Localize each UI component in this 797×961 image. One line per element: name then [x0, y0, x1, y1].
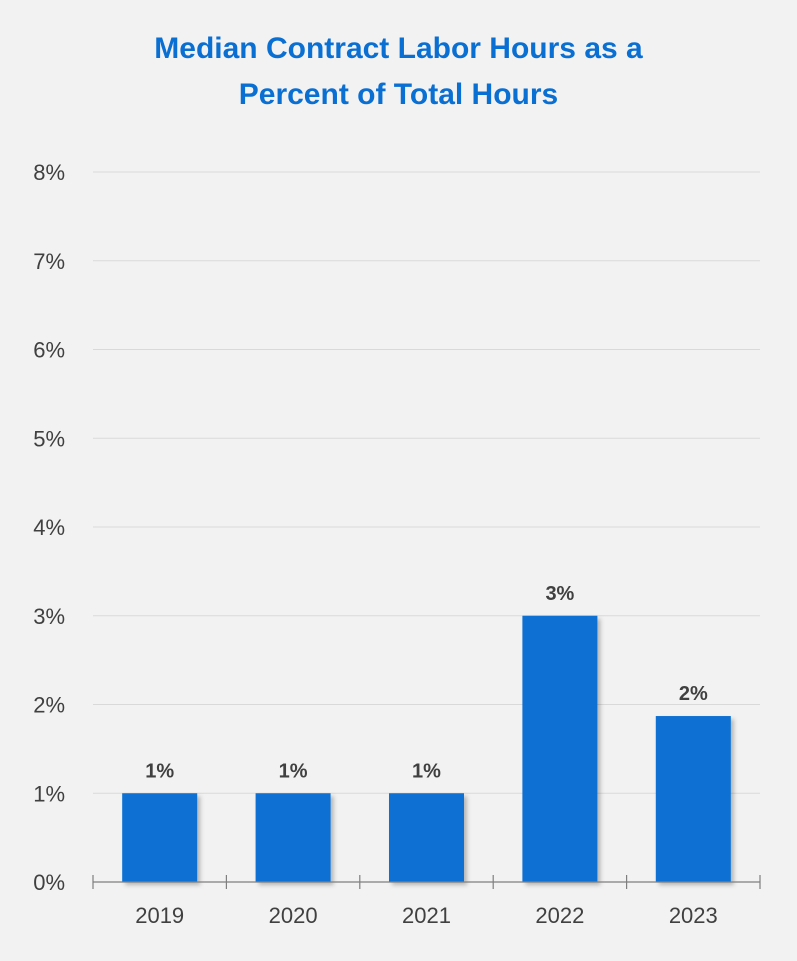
bar-2022	[522, 615, 598, 882]
gridlines	[93, 171, 760, 794]
data-labels: 1% 1% 1% 3% 2%	[145, 583, 708, 783]
bars	[122, 615, 731, 882]
bar-2020	[255, 793, 331, 882]
y-tick-label: 3%	[33, 604, 65, 629]
bar-2019	[122, 793, 198, 882]
bar-2023	[655, 716, 731, 882]
x-tick-label: 2023	[669, 903, 718, 928]
x-tick-label: 2022	[535, 903, 584, 928]
bar-2021	[389, 793, 464, 882]
data-label: 1%	[145, 760, 174, 782]
x-tick-label: 2019	[135, 903, 184, 928]
x-tick-label: 2021	[402, 903, 451, 928]
chart-title-line-2: Percent of Total Hours	[238, 78, 559, 111]
data-label: 2%	[679, 683, 708, 705]
y-tick-label: 1%	[33, 781, 65, 806]
chart-title: Median Contract Labor Hours as a Percent…	[0, 26, 797, 118]
x-axis	[92, 875, 761, 889]
y-tick-label: 6%	[33, 338, 65, 363]
x-tick-label: 2020	[269, 903, 318, 928]
y-tick-label: 8%	[33, 160, 65, 185]
y-tick-label: 2%	[33, 693, 65, 718]
chart-title-line-1: Median Contract Labor Hours as a	[154, 32, 643, 65]
data-label: 1%	[412, 760, 441, 782]
data-label: 1%	[279, 760, 308, 782]
y-tick-label: 5%	[33, 426, 65, 451]
data-label: 3%	[545, 583, 574, 605]
x-axis-tick-labels: 2019 2020 2021 2022 2023	[135, 903, 718, 928]
y-tick-label: 7%	[33, 249, 65, 274]
y-tick-label: 4%	[33, 515, 65, 540]
y-axis-tick-labels: 0% 1% 2% 3% 4% 5% 6% 7% 8%	[33, 160, 65, 895]
y-tick-label: 0%	[33, 870, 65, 895]
